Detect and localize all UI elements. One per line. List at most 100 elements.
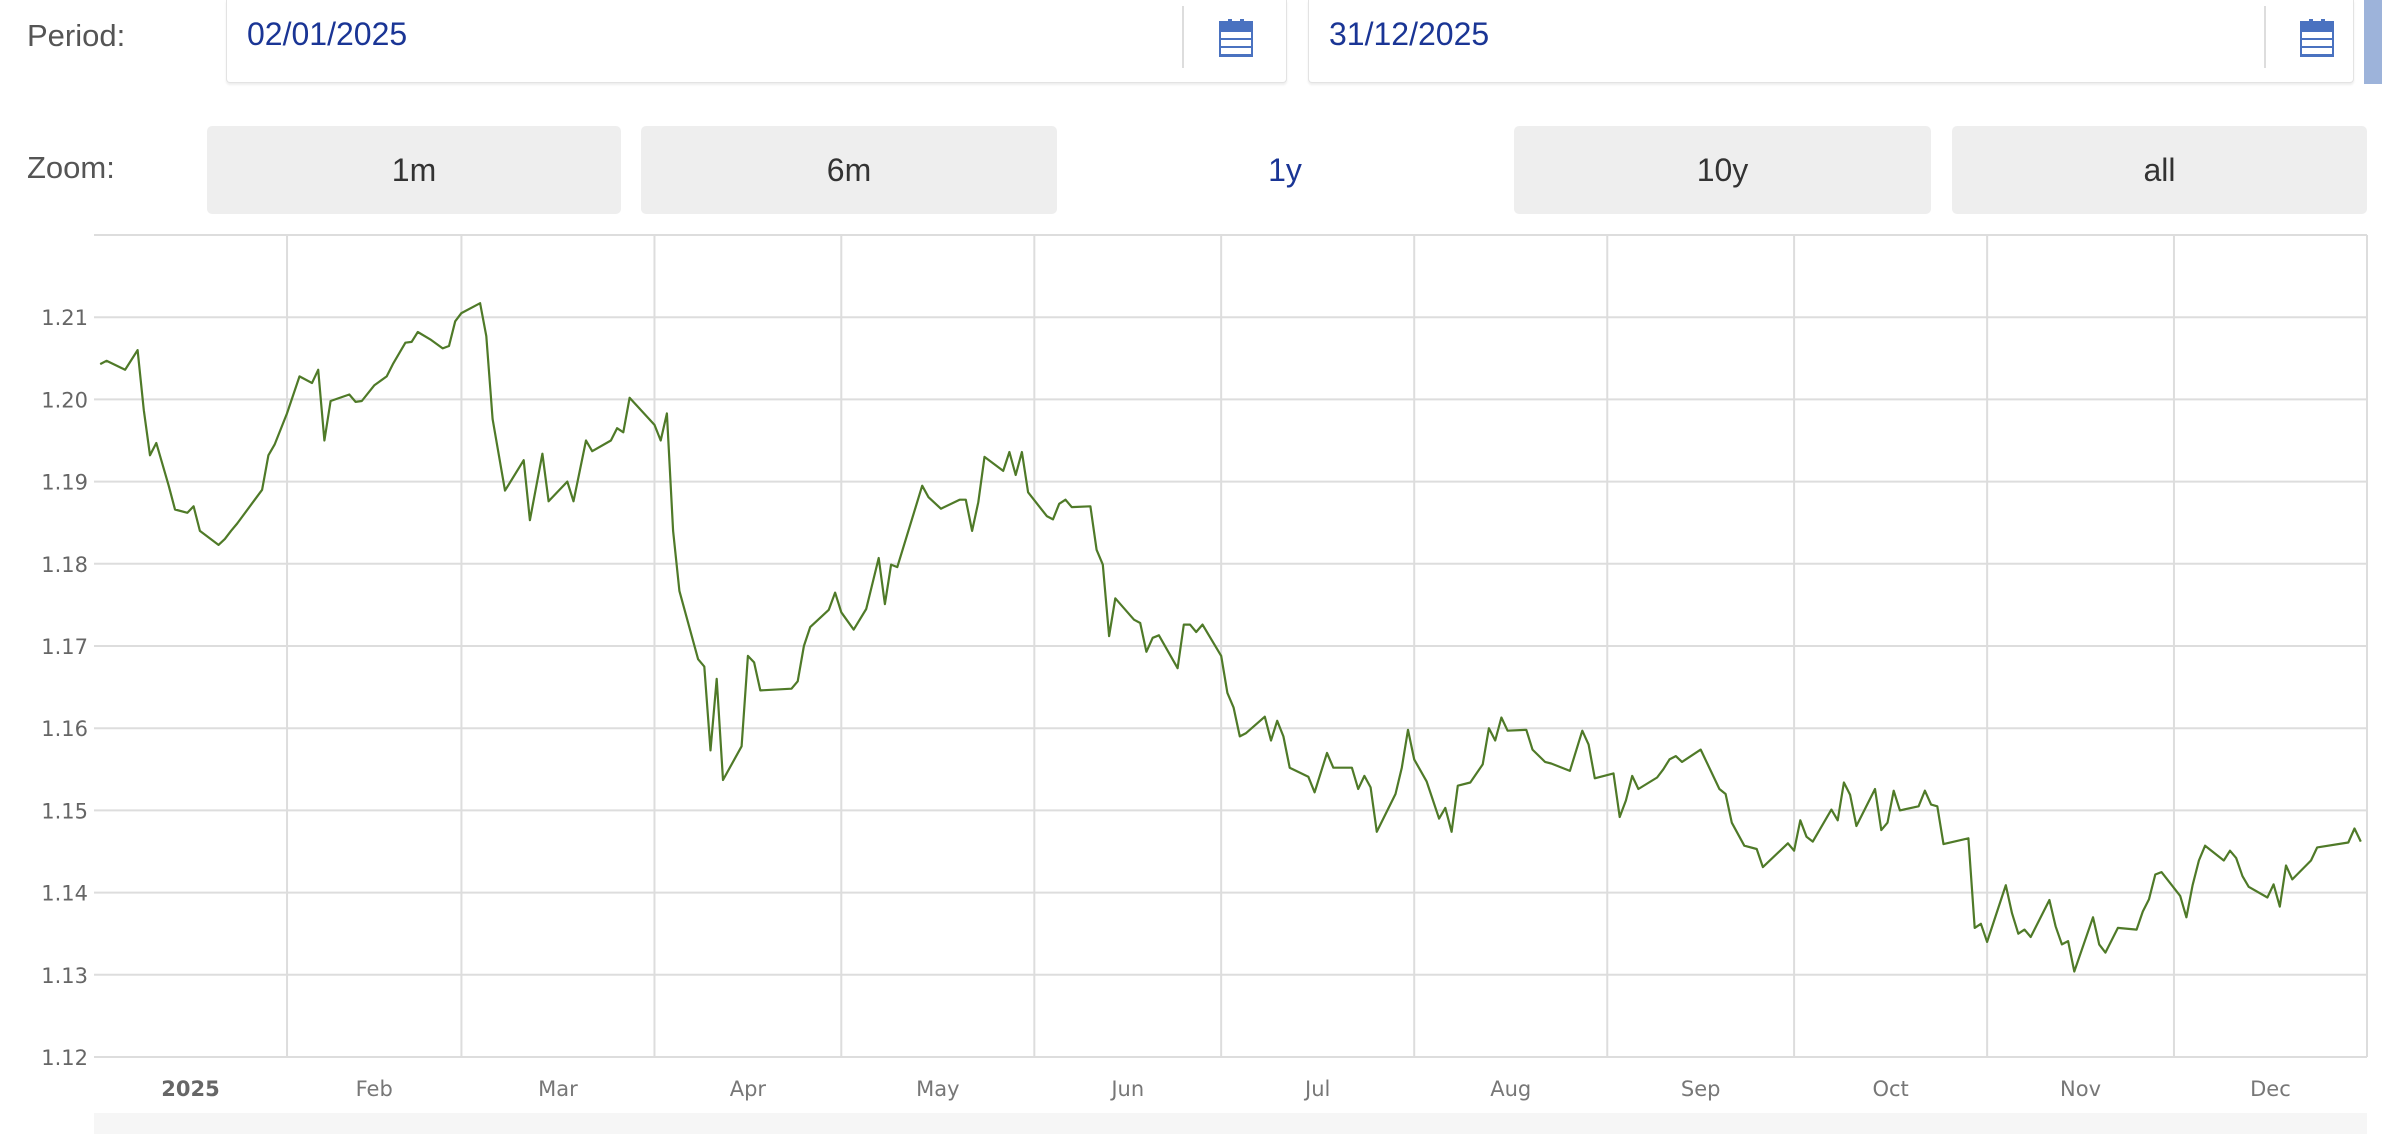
data-point [491,417,495,421]
data-point [1144,650,1148,654]
data-point [1045,514,1049,518]
data-point [1624,799,1628,803]
data-point [148,453,152,457]
data-point [983,455,987,459]
data-point [522,458,526,462]
data-point [217,543,221,547]
x-tick-label: Feb [356,1077,393,1101]
data-point [1406,728,1410,732]
data-point [883,602,887,606]
data-point [1481,762,1485,766]
data-point [1618,815,1622,819]
x-tick-label: Dec [2250,1077,2291,1101]
data-point [1805,835,1809,839]
scrollbar[interactable] [2364,0,2382,84]
data-point [1232,706,1236,710]
data-point [1412,757,1416,761]
data-point [1524,728,1528,732]
data-point [98,362,102,366]
data-point [1007,450,1011,454]
data-point [1798,818,1802,822]
data-point [484,334,488,338]
calendar-icon[interactable] [2300,19,2334,57]
calendar-icon[interactable] [1219,19,1253,57]
data-point [192,504,196,508]
data-point [621,430,625,434]
data-point [123,368,127,372]
data-point [1829,808,1833,812]
data-point [1176,666,1180,670]
zoom-all-button[interactable]: all [1952,126,2367,214]
data-point [260,488,264,492]
data-point [1269,739,1273,743]
zoom-1m-button[interactable]: 1m [207,126,621,214]
data-point [1101,563,1105,567]
data-point [322,439,326,443]
grid [94,234,2368,1058]
data-point [1661,767,1665,771]
data-point [1755,847,1759,851]
data-point [310,381,314,385]
data-point [2060,942,2064,946]
data-point [1549,762,1553,766]
data-point [1275,719,1279,723]
data-point [1020,450,1024,454]
y-tick-label: 1.18 [41,553,88,577]
data-point [1668,757,1672,761]
data-point [746,654,750,658]
start-date-input[interactable]: 02/01/2025 [226,0,1287,83]
data-point [298,374,302,378]
data-point [1151,636,1155,640]
data-point [789,687,793,691]
data-point [223,537,227,541]
data-point [715,677,719,681]
zoom-10y-button[interactable]: 10y [1514,126,1931,214]
data-point [808,625,812,629]
data-point [970,529,974,533]
data-point [1848,793,1852,797]
data-point [827,608,831,612]
data-point [1350,766,1354,770]
period-label: Period: [27,18,126,53]
data-point [1132,618,1136,622]
data-point [2116,926,2120,930]
data-point [1655,776,1659,780]
data-point [1425,780,1429,784]
data-point [198,529,202,533]
data-point [1443,806,1447,810]
x-tick-label: Nov [2060,1077,2101,1101]
data-point [347,392,351,396]
data-point [1095,548,1099,552]
data-point [360,399,364,403]
data-point [758,688,762,692]
x-tick-label: May [916,1077,959,1101]
data-point [1898,808,1902,812]
end-date-value: 31/12/2025 [1329,16,1490,52]
data-point [2153,873,2157,877]
end-date-input[interactable]: 31/12/2025 [1308,0,2354,83]
data-point [1836,818,1840,822]
data-point [459,311,463,315]
data-point [104,359,108,363]
zoom-6m-button[interactable]: 6m [641,126,1057,214]
data-point [1138,621,1142,625]
data-point [1437,817,1441,821]
data-point [1244,731,1248,735]
data-point [1885,821,1889,825]
data-point [1107,634,1111,638]
zoom-1y-button[interactable]: 1y [1268,151,1302,188]
data-point [1194,630,1198,634]
data-point [1263,715,1267,719]
data-point [677,589,681,593]
data-point [2054,924,2058,928]
data-point [1786,841,1790,845]
y-tick-label: 1.20 [41,388,88,412]
data-point [453,319,457,323]
data-point [2047,898,2051,902]
data-point [1331,766,1335,770]
data-point [2309,859,2313,863]
data-point [1730,821,1734,825]
navigator-band[interactable] [94,1113,2367,1134]
data-point [154,441,158,445]
